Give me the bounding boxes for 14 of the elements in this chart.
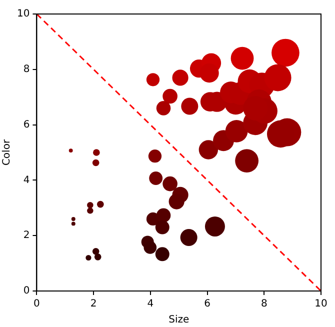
y-tick-label: 4 [23, 174, 30, 186]
x-tick-label: 2 [90, 298, 97, 310]
y-axis-title: Color [2, 138, 13, 166]
x-axis-title: Size [168, 314, 190, 326]
y-tick-label: 8 [23, 64, 30, 75]
y-tick-label: 10 [16, 8, 30, 20]
y-tick-label: 0 [23, 286, 30, 297]
y-tick-label: 6 [23, 119, 30, 130]
x-tick-label: 0 [34, 298, 40, 310]
x-tick-label: 8 [260, 298, 268, 310]
x-tick-label: 4 [147, 298, 154, 310]
x-tick-label: 10 [314, 298, 328, 310]
x-tick-label: 6 [204, 298, 210, 310]
y-tick-label: 2 [23, 230, 30, 242]
